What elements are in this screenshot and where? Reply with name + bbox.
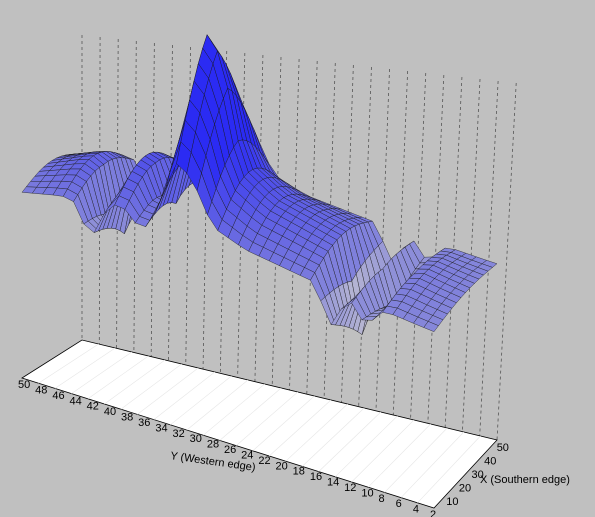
floor-plane [21, 339, 498, 509]
floor-grid-line [153, 371, 215, 420]
x-tick-label: 50 [497, 442, 509, 454]
floor-grid-line [54, 347, 116, 389]
y-tick-label: 14 [327, 477, 339, 489]
floor-grid-line [87, 355, 149, 400]
surface-facet [423, 321, 439, 332]
drop-line [323, 62, 336, 399]
drop-line [427, 74, 445, 424]
floor-grid-line [38, 343, 99, 384]
floor-grid-line [334, 415, 398, 478]
floor-grid-line [367, 423, 431, 488]
y-tick-label: 28 [207, 439, 219, 451]
drop-line [133, 40, 137, 353]
floor-grid-line [104, 359, 166, 405]
y-tick-label: 34 [155, 422, 167, 434]
floor-grid-line [203, 383, 265, 436]
y-tick-label: 46 [52, 390, 64, 402]
floor-grid-line [417, 435, 481, 504]
drop-line [289, 58, 300, 391]
floor-grid-line [71, 351, 132, 394]
x-tick-label: 20 [459, 483, 471, 495]
x-tick-label: 30 [472, 469, 484, 481]
y-tick-label: 2 [430, 509, 436, 517]
x-axis-label: X (Southern edge) [480, 474, 570, 486]
floor-grid-line [285, 403, 348, 462]
y-tick-label: 30 [190, 433, 202, 445]
floor-grid-line [268, 399, 332, 457]
drop-line [168, 44, 173, 361]
x-tick-label: 40 [484, 455, 496, 467]
x-tick-label: 10 [446, 496, 458, 508]
drop-line [479, 80, 499, 436]
y-tick-label: 12 [344, 482, 356, 494]
y-tick-label: 4 [413, 504, 419, 516]
y-tick-label: 16 [310, 471, 322, 483]
y-tick-label: 20 [276, 460, 288, 472]
drop-line [185, 46, 191, 366]
floor-grid-line [318, 411, 382, 472]
floor-grid-line [400, 431, 465, 498]
y-axis-ticks: 50 48 46 44 42 40 38 36 34 32 30 28 26 24 22 20 18 16 14 12… [18, 379, 436, 517]
y-tick-label: 40 [104, 406, 116, 418]
floor-grid-line [384, 427, 448, 493]
drop-line [410, 72, 427, 420]
y-tick-label: 18 [293, 466, 305, 478]
floor-grid-line [236, 391, 298, 446]
y-tick-label: 48 [35, 384, 47, 396]
floor-grid-line [301, 407, 365, 467]
y-tick-label: 50 [18, 379, 30, 391]
y-tick-label: 36 [138, 417, 150, 429]
floor-grid-line [170, 375, 232, 426]
y-tick-label: 6 [396, 498, 402, 510]
drop-line [306, 60, 318, 395]
y-tick-label: 44 [70, 395, 82, 407]
surface-mesh [21, 34, 498, 336]
y-tick-label: 10 [361, 487, 373, 499]
floor-grid [38, 343, 481, 504]
y-tick-label: 38 [121, 412, 133, 424]
drop-line [202, 48, 210, 370]
y-tick-label: 26 [224, 444, 236, 456]
y-tick-label: 24 [241, 449, 253, 461]
y-tick-label: 32 [173, 428, 185, 440]
y-tick-label: 8 [379, 493, 385, 505]
floor-grid-line [186, 379, 249, 431]
y-tick-label: 42 [87, 401, 99, 413]
floor-grid-line [137, 367, 199, 415]
floor-grid-line [351, 419, 415, 483]
y-tick-label: 22 [258, 455, 270, 467]
floor-grid-line [120, 363, 182, 410]
floor-grid-line [252, 395, 315, 452]
floor-grid-line [219, 387, 282, 441]
